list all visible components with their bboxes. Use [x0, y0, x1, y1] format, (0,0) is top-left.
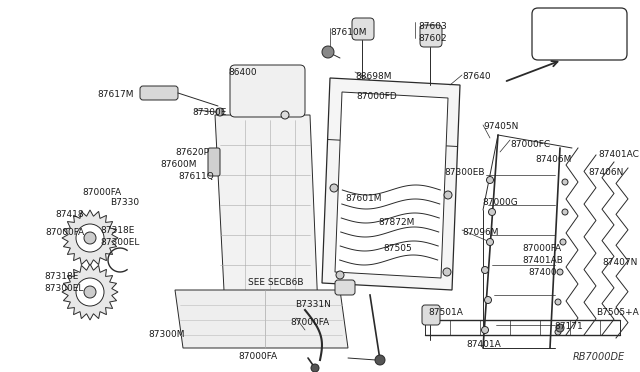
Text: 87300EL: 87300EL: [44, 284, 83, 293]
Text: 87000FD: 87000FD: [356, 92, 397, 101]
Text: 87000FA: 87000FA: [45, 228, 84, 237]
Bar: [580, 18, 594, 50]
FancyBboxPatch shape: [230, 65, 305, 117]
Polygon shape: [335, 92, 448, 278]
Text: SEE SECB6B: SEE SECB6B: [248, 278, 303, 287]
Text: 87418: 87418: [55, 210, 84, 219]
FancyBboxPatch shape: [532, 8, 627, 60]
Text: 87000FA: 87000FA: [290, 318, 329, 327]
Text: 87600M: 87600M: [160, 160, 196, 169]
Polygon shape: [62, 210, 118, 266]
Text: 87407N: 87407N: [602, 258, 637, 267]
Text: 87620P: 87620P: [175, 148, 209, 157]
Text: 87000G: 87000G: [482, 198, 518, 207]
Text: RB7000DE: RB7000DE: [573, 352, 625, 362]
Text: 87300M: 87300M: [148, 330, 184, 339]
Text: 87000FA: 87000FA: [82, 188, 121, 197]
Polygon shape: [215, 115, 318, 310]
FancyBboxPatch shape: [405, 220, 421, 232]
Text: B7330: B7330: [110, 198, 139, 207]
Circle shape: [322, 46, 334, 58]
Circle shape: [330, 184, 338, 192]
FancyBboxPatch shape: [352, 18, 374, 40]
Text: 87401A: 87401A: [466, 340, 500, 349]
Bar: [562, 18, 580, 50]
Circle shape: [76, 278, 104, 306]
Text: 87300E: 87300E: [192, 108, 227, 117]
FancyBboxPatch shape: [420, 25, 442, 47]
Text: 87610M: 87610M: [330, 28, 367, 37]
Circle shape: [557, 269, 563, 275]
FancyBboxPatch shape: [140, 86, 178, 100]
Text: 87603: 87603: [418, 22, 447, 31]
Circle shape: [481, 327, 488, 334]
Circle shape: [562, 179, 568, 185]
Circle shape: [560, 239, 566, 245]
Text: 87505: 87505: [383, 244, 412, 253]
Text: 87601M: 87601M: [345, 194, 381, 203]
Circle shape: [76, 224, 104, 252]
Text: 87401AC: 87401AC: [598, 150, 639, 159]
Circle shape: [84, 286, 96, 298]
Text: 87501A: 87501A: [428, 308, 463, 317]
Circle shape: [443, 268, 451, 276]
Circle shape: [555, 329, 561, 335]
Text: 87617M: 87617M: [97, 90, 134, 99]
FancyBboxPatch shape: [422, 305, 440, 325]
FancyBboxPatch shape: [400, 244, 422, 262]
Polygon shape: [322, 78, 460, 290]
FancyBboxPatch shape: [335, 280, 355, 295]
Circle shape: [311, 364, 319, 372]
Text: 87640: 87640: [462, 72, 491, 81]
Text: 87406N: 87406N: [588, 168, 623, 177]
Text: 87318E: 87318E: [44, 272, 78, 281]
Text: 87300EL: 87300EL: [100, 238, 140, 247]
Circle shape: [484, 296, 492, 304]
Circle shape: [84, 232, 96, 244]
Bar: [540, 18, 562, 50]
Text: B7505+A: B7505+A: [596, 308, 639, 317]
Text: 87611Q: 87611Q: [178, 172, 214, 181]
Circle shape: [562, 209, 568, 215]
Text: 87000FC: 87000FC: [510, 140, 550, 149]
Circle shape: [555, 299, 561, 305]
Text: B7331N: B7331N: [295, 300, 331, 309]
Circle shape: [486, 176, 493, 183]
Text: 88698M: 88698M: [355, 72, 392, 81]
Polygon shape: [175, 290, 348, 348]
FancyBboxPatch shape: [208, 148, 220, 176]
Text: 87400: 87400: [528, 268, 557, 277]
Text: 87171: 87171: [554, 322, 583, 331]
Circle shape: [216, 108, 224, 116]
Circle shape: [444, 191, 452, 199]
Text: 86400: 86400: [228, 68, 257, 77]
Text: 87000FA: 87000FA: [238, 352, 277, 361]
Text: 87406M: 87406M: [535, 155, 572, 164]
Text: 97405N: 97405N: [483, 122, 518, 131]
Text: 87000FA: 87000FA: [522, 244, 561, 253]
Circle shape: [281, 111, 289, 119]
Circle shape: [488, 208, 495, 215]
Polygon shape: [62, 264, 118, 320]
Text: 87096M: 87096M: [462, 228, 499, 237]
Circle shape: [375, 355, 385, 365]
Bar: [594, 18, 612, 50]
Circle shape: [481, 266, 488, 273]
Text: 87401AB: 87401AB: [522, 256, 563, 265]
Text: 87602: 87602: [418, 34, 447, 43]
Circle shape: [336, 271, 344, 279]
Circle shape: [556, 324, 564, 332]
Text: 87318E: 87318E: [100, 226, 134, 235]
Text: 87872M: 87872M: [378, 218, 414, 227]
Circle shape: [486, 238, 493, 246]
Text: 87300EB: 87300EB: [444, 168, 484, 177]
